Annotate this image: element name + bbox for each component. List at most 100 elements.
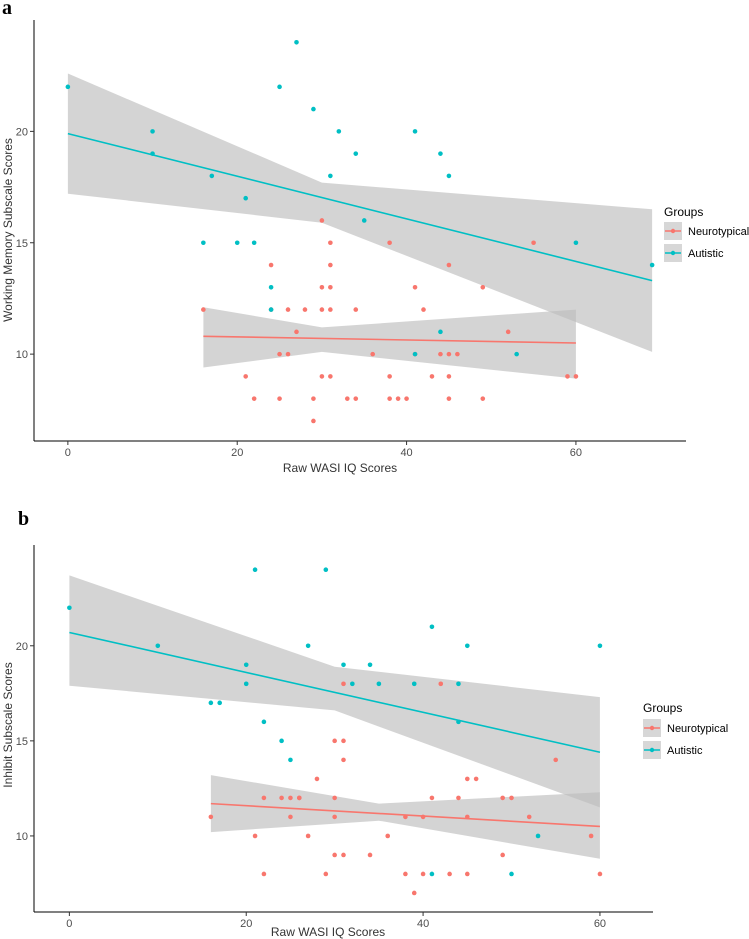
panel-a-y-tick-label: 10 — [16, 349, 28, 361]
panel-b-point-neurotypical — [526, 814, 532, 820]
panel-b-point-autistic — [341, 662, 346, 668]
panel-a-band-autistic — [67, 73, 653, 352]
panel-a-x-tick-label: 20 — [231, 447, 243, 459]
panel-a-y-axis-title: Working Memory Subscale Scores — [1, 138, 15, 322]
panel-a-point-neurotypical — [438, 351, 443, 357]
panel-b-legend-dot-neurotypical — [649, 725, 655, 731]
panel-b-point-autistic — [305, 643, 311, 649]
panel-b-point-neurotypical — [429, 795, 435, 801]
panel-a-point-neurotypical — [328, 374, 333, 379]
panel-b-point-autistic — [456, 719, 461, 725]
panel-a-point-autistic — [412, 351, 418, 357]
panel-a-legend: Groups Neurotypical Autistic — [664, 205, 749, 262]
panel-b-x-tick-label: 0 — [66, 918, 72, 930]
panel-b-point-autistic — [429, 624, 435, 630]
panel-a-point-autistic — [328, 173, 333, 179]
panel-a-y-tick-label: 20 — [16, 126, 28, 138]
panel-a-x-axis-title: Raw WASI IQ Scores — [283, 461, 397, 475]
panel-a-point-neurotypical — [319, 307, 325, 312]
panel-b-point-autistic — [155, 643, 161, 649]
panel-b-point-autistic — [243, 662, 249, 668]
panel-a-point-neurotypical — [302, 307, 308, 312]
panel-b-point-neurotypical — [341, 738, 346, 744]
panel-b-point-autistic — [208, 700, 214, 706]
panel-b-point-neurotypical — [420, 871, 426, 877]
panel-a-point-neurotypical — [277, 396, 282, 401]
panel-a-point-autistic — [150, 151, 155, 156]
panel-b-point-neurotypical — [509, 795, 514, 801]
panel-b-x-tick-label: 40 — [417, 918, 429, 930]
panel-b-point-autistic — [456, 681, 461, 687]
panel-a-point-autistic — [294, 39, 299, 45]
panel-a-legend-dot-neurotypical — [670, 228, 676, 234]
panel-a-x-tick-label: 40 — [400, 447, 412, 459]
panel-a-point-neurotypical — [446, 262, 452, 268]
panel-b-point-autistic — [261, 719, 267, 725]
panel-b-point-neurotypical — [367, 852, 373, 858]
panel-a-point-neurotypical — [251, 396, 257, 401]
panel-a-point-autistic — [277, 84, 282, 90]
panel-a-point-autistic — [353, 151, 359, 156]
panel-a-legend-title: Groups — [664, 205, 703, 219]
panel-a-point-autistic — [243, 195, 248, 201]
panel-b-point-neurotypical — [411, 890, 417, 896]
panel-b-point-neurotypical — [456, 795, 461, 801]
panel-b-point-neurotypical — [341, 681, 346, 687]
panel-b-point-neurotypical — [420, 814, 426, 820]
panel-b-point-autistic — [279, 738, 284, 744]
panel-a-y-tick-label: 15 — [16, 238, 28, 250]
panel-b-x-tick-label: 20 — [240, 918, 252, 930]
panel-b-point-neurotypical — [341, 852, 346, 858]
panel-a-point-neurotypical — [531, 240, 536, 246]
panel-a-legend-label-neurotypical: Neurotypical — [688, 226, 749, 238]
panel-b-point-neurotypical — [288, 814, 293, 820]
panel-b-point-autistic — [288, 757, 293, 763]
panel-b-point-autistic — [411, 681, 417, 687]
panel-b-point-neurotypical — [500, 852, 505, 858]
panel-a-point-neurotypical — [294, 329, 299, 335]
panel-b-legend-label-autistic: Autistic — [667, 745, 703, 757]
panel-b-point-neurotypical — [288, 795, 293, 801]
panel-b-point-neurotypical — [385, 833, 391, 839]
panel-b-x-axis-title: Raw WASI IQ Scores — [271, 925, 385, 939]
panel-a-x-ticks: 0 20 40 60 — [65, 441, 582, 459]
panel-b-point-neurotypical — [332, 795, 337, 801]
panel-a: a 0 20 40 60 10 15 20 Raw WASI IQ Scores Work… — [1, 0, 749, 475]
panel-b-point-autistic — [367, 662, 373, 668]
panel-a-point-autistic — [438, 151, 443, 156]
panel-a-point-autistic — [336, 129, 342, 134]
panel-b-legend-label-neurotypical: Neurotypical — [667, 723, 728, 735]
panel-b-point-neurotypical — [465, 814, 470, 820]
panel-a-points — [65, 39, 655, 424]
panel-a-point-neurotypical — [412, 285, 418, 290]
panel-b-point-neurotypical — [323, 871, 329, 877]
panel-a-point-autistic — [234, 240, 240, 246]
panel-a-point-neurotypical — [370, 351, 376, 357]
panel-b-point-autistic — [429, 871, 435, 877]
panel-a-point-autistic — [311, 106, 316, 112]
panel-b-y-ticks: 10 15 20 — [16, 641, 34, 843]
panel-b-point-neurotypical — [553, 757, 559, 763]
panel-b-point-autistic — [252, 567, 258, 573]
panel-b-point-autistic — [243, 681, 249, 687]
panel-a-point-neurotypical — [446, 396, 452, 401]
panel-b-point-autistic — [597, 643, 603, 649]
panel-b-band-autistic — [69, 575, 600, 808]
panel-a-point-neurotypical — [328, 240, 333, 246]
panel-a-point-autistic — [573, 240, 579, 246]
panel-a-point-neurotypical — [243, 374, 248, 379]
panel-b-point-neurotypical — [261, 795, 267, 801]
panel-a-point-neurotypical — [446, 351, 452, 357]
panel-a-point-neurotypical — [505, 329, 511, 335]
panel-a-point-neurotypical — [319, 285, 325, 290]
panel-b-point-neurotypical — [597, 871, 603, 877]
panel-a-point-neurotypical — [268, 262, 274, 268]
panel-a-point-neurotypical — [311, 396, 316, 401]
panel-b-point-neurotypical — [332, 738, 337, 744]
panel-b-point-neurotypical — [208, 814, 214, 820]
panel-a-point-neurotypical — [429, 374, 435, 379]
panel-a-point-neurotypical — [353, 396, 359, 401]
panel-a-point-autistic — [268, 307, 274, 312]
panel-a-point-neurotypical — [328, 307, 333, 312]
panel-a-point-neurotypical — [277, 351, 282, 357]
